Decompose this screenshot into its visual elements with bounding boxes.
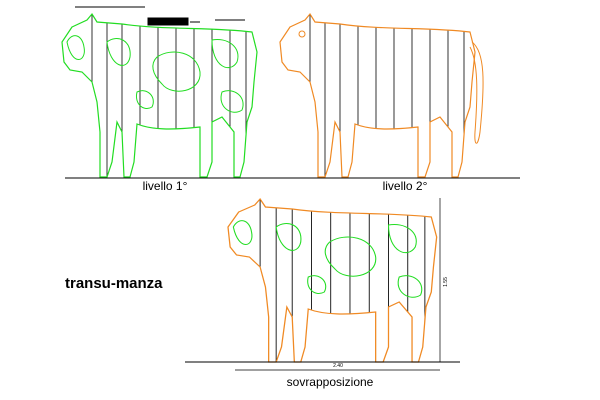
scale-bar bbox=[75, 6, 245, 26]
cow-level-1 bbox=[61, 12, 258, 182]
level-1-label: livello 1° bbox=[143, 179, 188, 193]
dimensions bbox=[235, 198, 441, 371]
cow-overlay bbox=[227, 197, 438, 367]
cow-level-2 bbox=[279, 12, 484, 182]
height-dimension: 1.55 bbox=[443, 277, 449, 287]
overlap-label: sovrapposizione bbox=[287, 375, 374, 389]
width-dimension: 2.40 bbox=[333, 363, 343, 369]
title: transu-manza bbox=[65, 275, 163, 292]
level-2-label: livello 2° bbox=[383, 179, 428, 193]
